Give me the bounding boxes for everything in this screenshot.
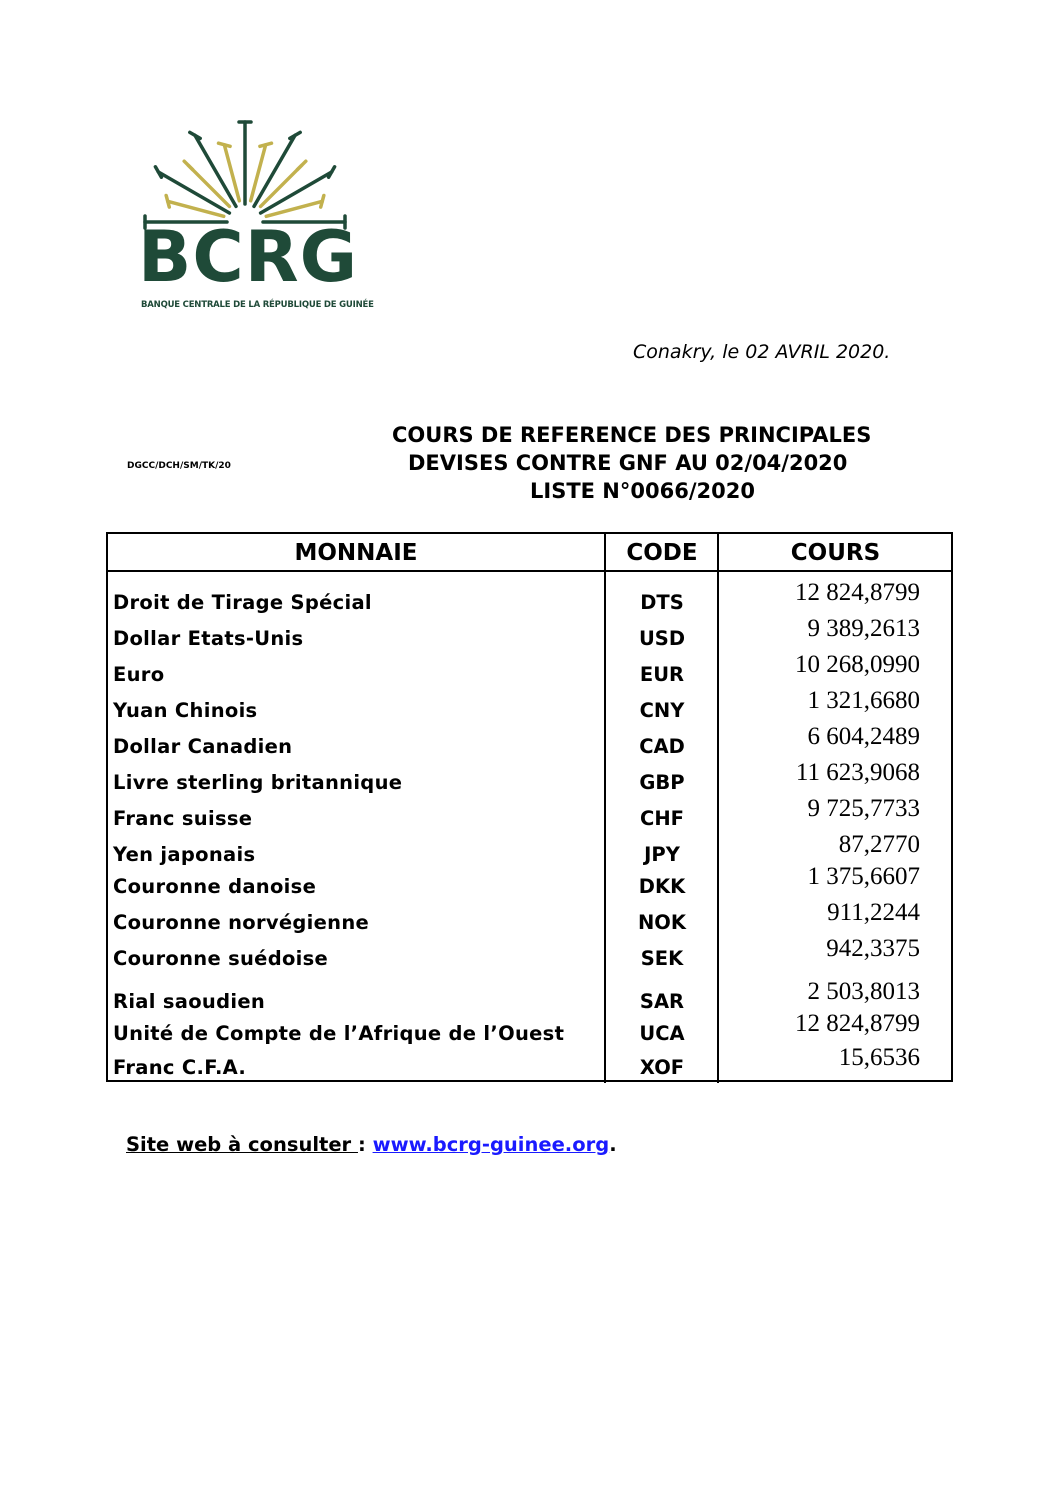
currency-name: Unité de Compte de l’Afrique de l’Ouest: [113, 1022, 565, 1045]
table-bottom-border: [718, 1080, 953, 1082]
logo-wordmark: BCRG: [138, 216, 359, 298]
table-row: Yuan Chinois CNY 1 321,6680: [0, 687, 1058, 729]
exchange-rate: 12 824,8799: [795, 1010, 920, 1037]
footer-end: .: [609, 1133, 617, 1156]
title-line-2: DEVISES CONTRE GNF AU 02/04/2020: [408, 451, 848, 475]
currency-name: Couronne norvégienne: [113, 911, 370, 934]
table-row: Euro EUR 10 268,0990: [0, 651, 1058, 693]
currency-code: XOF: [639, 1056, 685, 1079]
bcrg-logo-rays: [143, 120, 347, 230]
exchange-rate: 11 623,9068: [795, 759, 920, 786]
currency-code: UCA: [639, 1022, 685, 1045]
currency-name: Yen japonais: [113, 843, 256, 866]
currency-name: Dollar Canadien: [113, 735, 293, 758]
table-row: Dollar Etats-Unis USD 9 389,2613: [0, 615, 1058, 657]
currency-code: SEK: [640, 947, 684, 970]
table-row: Unité de Compte de l’Afrique de l’Ouest U…: [0, 1010, 1058, 1052]
currency-code: EUR: [639, 663, 685, 686]
table-row: Couronne norvégienne NOK 911,2244: [0, 899, 1058, 941]
table-row: Franc C.F.A. XOF 15,6536: [0, 1044, 1058, 1086]
reference-code: DGCC/DCH/SM/TK/20: [127, 461, 231, 471]
exchange-rate: 15,6536: [838, 1044, 920, 1071]
currency-name: Yuan Chinois: [113, 699, 258, 722]
exchange-rate: 9 389,2613: [807, 615, 921, 642]
table-row: Livre sterling britannique GBP 11 623,9068: [0, 759, 1058, 801]
table-row: Couronne danoise DKK 1 375,6607: [0, 863, 1058, 905]
currency-code: GBP: [639, 771, 685, 794]
title-line-1: COURS DE REFERENCE DES PRINCIPALES: [392, 423, 872, 447]
exchange-rate: 87,2770: [838, 831, 920, 858]
currency-code: JPY: [644, 843, 680, 866]
currency-code: CNY: [639, 699, 685, 722]
exchange-rate: 911,2244: [827, 899, 920, 926]
currency-name: Euro: [113, 663, 165, 686]
column-divider: [604, 532, 606, 1083]
currency-name: Dollar Etats-Unis: [113, 627, 304, 650]
header-rate: COURS: [790, 540, 881, 566]
currency-code: USD: [638, 627, 686, 650]
header-currency: MONNAIE: [294, 540, 418, 566]
currency-name: Livre sterling britannique: [113, 771, 403, 794]
footer: Site web à consulter : www.bcrg-guinee.o…: [126, 1133, 617, 1156]
table-row: Couronne suédoise SEK 942,3375: [0, 935, 1058, 977]
header-code: CODE: [626, 540, 698, 566]
exchange-rate: 2 503,8013: [807, 978, 921, 1005]
table-row: Dollar Canadien CAD 6 604,2489: [0, 723, 1058, 765]
currency-name: Rial saoudien: [113, 990, 266, 1013]
table-row: Droit de Tirage Spécial DTS 12 824,8799: [0, 579, 1058, 621]
exchange-rate: 6 604,2489: [807, 723, 921, 750]
table-right-border: [951, 532, 953, 1082]
exchange-rate: 1 321,6680: [807, 687, 921, 714]
currency-name: Franc suisse: [113, 807, 253, 830]
currency-code: NOK: [637, 911, 686, 934]
currency-code: DTS: [640, 591, 684, 614]
website-link[interactable]: www.bcrg-guinee.org: [372, 1133, 610, 1156]
date-line: Conakry, le 02 AVRIL 2020.: [633, 341, 891, 363]
table-row: Yen japonais JPY 87,2770: [0, 831, 1058, 873]
currency-code: CHF: [640, 807, 684, 830]
exchange-rate: 1 375,6607: [807, 863, 921, 890]
currency-code: CAD: [639, 735, 685, 758]
footer-separator: :: [357, 1133, 373, 1156]
exchange-rate: 12 824,8799: [795, 579, 920, 606]
currency-code: SAR: [639, 990, 685, 1013]
table-row: Rial saoudien SAR 2 503,8013: [0, 978, 1058, 1020]
currency-name: Droit de Tirage Spécial: [113, 591, 372, 614]
column-divider: [717, 532, 719, 1083]
footer-label: Site web à consulter: [126, 1133, 358, 1156]
currency-code: DKK: [638, 875, 686, 898]
table-bottom-border: [106, 1080, 719, 1082]
title-line-3: LISTE N°0066/2020: [530, 479, 755, 503]
table-row: Franc suisse CHF 9 725,7733: [0, 795, 1058, 837]
currency-name: Couronne suédoise: [113, 947, 329, 970]
currency-name: Franc C.F.A.: [113, 1056, 247, 1079]
exchange-rate: 9 725,7733: [807, 795, 921, 822]
currency-name: Couronne danoise: [113, 875, 317, 898]
exchange-rate: 942,3375: [826, 935, 920, 962]
logo-subtitle: BANQUE CENTRALE DE LA RÉPUBLIQUE DE GUIN…: [141, 300, 374, 310]
exchange-rate: 10 268,0990: [795, 651, 920, 678]
